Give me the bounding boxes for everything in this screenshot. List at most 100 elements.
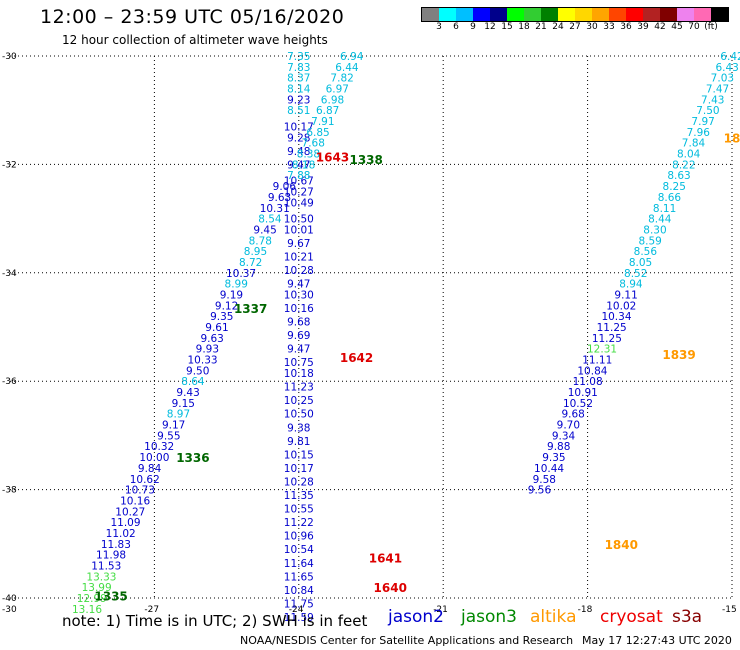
- wave-height-point: 10.27: [115, 506, 145, 518]
- wave-height-point: 8.44: [648, 214, 672, 226]
- time-label: 1640: [374, 581, 407, 595]
- wave-height-point: 9.17: [162, 420, 185, 432]
- wave-height-point: 12.31: [587, 344, 617, 356]
- wave-height-point: 8.97: [167, 409, 190, 421]
- wave-height-point: 11.25: [592, 333, 622, 345]
- wave-height-point: 6.44: [335, 62, 359, 74]
- wave-height-point: 10.27: [284, 187, 314, 199]
- wave-height-point: 9.23: [287, 94, 310, 106]
- wave-height-point: 9.81: [287, 436, 310, 448]
- wave-height-point: 8.14: [287, 84, 311, 96]
- satellite-altika: altika: [530, 607, 577, 627]
- wave-height-point: 8.22: [672, 159, 695, 171]
- legend-swatch: [592, 8, 609, 21]
- legend-label: 21: [535, 22, 547, 32]
- wave-height-point: 10.25: [284, 395, 314, 407]
- wave-height-point: 11.25: [597, 322, 627, 334]
- chart-subtitle: 12 hour collection of altimeter wave hei…: [62, 33, 328, 47]
- legend-label: (ft): [704, 22, 718, 32]
- wave-height-point: 10.52: [563, 398, 593, 410]
- wave-height-point: 9.63: [268, 192, 291, 204]
- y-tick-label: -38: [2, 486, 17, 496]
- time-label: 1335: [94, 589, 127, 603]
- wave-height-point: 7.47: [706, 84, 729, 96]
- wave-height-point: 8.63: [667, 170, 690, 182]
- wave-height-point: 9.55: [157, 430, 180, 442]
- wave-height-point: 6.43: [715, 62, 738, 74]
- wave-height-point: 10.21: [284, 252, 314, 264]
- wave-height-point: 10.16: [120, 495, 150, 507]
- wave-height-point: 9.56: [528, 485, 552, 497]
- wave-height-point: 8.38: [297, 149, 320, 161]
- wave-height-point: 6.98: [321, 94, 344, 106]
- wave-height-point: 9.84: [138, 463, 162, 475]
- wave-height-point: 8.66: [658, 192, 682, 204]
- wave-height-point: 8.52: [624, 268, 647, 280]
- time-label: 1642: [340, 351, 373, 365]
- wave-height-point: 7.43: [701, 94, 724, 106]
- satellite-jason2: jason2: [388, 607, 444, 627]
- wave-height-point: 10.50: [284, 214, 314, 226]
- wave-height-point: 13.99: [82, 582, 112, 594]
- x-tick-label: -30: [2, 605, 17, 615]
- satellite-jason3: jason3: [461, 607, 517, 627]
- legend-swatch: [507, 8, 524, 21]
- y-tick-label: -32: [2, 160, 17, 170]
- wave-height-point: 11.02: [106, 528, 136, 540]
- wave-height-point: 10.34: [601, 311, 631, 323]
- time-label: 1643: [316, 150, 349, 164]
- legend-swatch: [660, 8, 677, 21]
- wave-height-point: 6.97: [326, 84, 349, 96]
- wave-height-point: 10.28: [284, 265, 314, 277]
- wave-height-point: 11.75: [284, 598, 314, 610]
- wave-height-color-legend: [421, 7, 729, 22]
- legend-swatch: [609, 8, 626, 21]
- wave-height-point: 10.55: [284, 504, 314, 516]
- time-label: 1641: [369, 551, 402, 565]
- wave-height-point: 10.00: [139, 452, 169, 464]
- wave-height-point: 9.35: [210, 311, 233, 323]
- wave-height-point: 9.68: [287, 317, 310, 329]
- wave-height-point: 12.99: [77, 593, 107, 605]
- wave-height-point: 9.11: [614, 289, 637, 301]
- footer-timestamp: May 17 12:27:43 UTC 2020: [582, 634, 732, 647]
- wave-height-point: 8.30: [643, 224, 666, 236]
- time-label: 1338: [349, 153, 382, 167]
- wave-height-point: 8.04: [677, 149, 701, 161]
- wave-height-point: 9.68: [561, 409, 584, 421]
- legend-label: 18: [518, 22, 530, 32]
- wave-height-point: 11.98: [96, 550, 126, 562]
- time-label: 1337: [234, 302, 267, 316]
- wave-height-point: 11.59: [284, 612, 314, 624]
- wave-height-point: 9.67: [287, 238, 310, 250]
- wave-height-point: 9.38: [287, 422, 310, 434]
- wave-height-point: 9.63: [200, 333, 223, 345]
- time-label: 1336: [176, 451, 209, 465]
- legend-label: 70: [688, 22, 700, 32]
- legend-label: 9: [470, 22, 476, 32]
- wave-height-point: 9.50: [186, 365, 209, 377]
- wave-height-point: 6.85: [306, 127, 329, 139]
- legend-label: 27: [569, 22, 581, 32]
- wave-height-point: 11.35: [284, 490, 314, 502]
- wave-height-point: 9.12: [215, 300, 238, 312]
- wave-height-point: 7.96: [687, 127, 711, 139]
- x-tick-label: -15: [722, 605, 737, 615]
- wave-height-point: 10.17: [284, 121, 314, 133]
- legend-swatch: [558, 8, 575, 21]
- wave-height-point: 9.06: [273, 181, 297, 193]
- wave-height-point: 13.33: [86, 571, 116, 583]
- wave-height-point: 7.50: [696, 105, 719, 117]
- wave-height-point: 9.58: [533, 474, 556, 486]
- legend-label: 6: [453, 22, 459, 32]
- wave-height-point: 9.19: [220, 289, 243, 301]
- wave-height-point: 6.94: [340, 51, 364, 63]
- wave-height-point: 9.35: [542, 452, 565, 464]
- wave-height-point: 8.64: [181, 376, 205, 388]
- legend-label: 45: [671, 22, 683, 32]
- wave-height-point: 8.99: [225, 279, 248, 291]
- wave-height-point: 7.97: [691, 116, 714, 128]
- wave-height-point: 10.33: [188, 355, 218, 367]
- wave-height-point: 8.72: [239, 257, 262, 269]
- wave-height-point: 6.42: [720, 51, 740, 63]
